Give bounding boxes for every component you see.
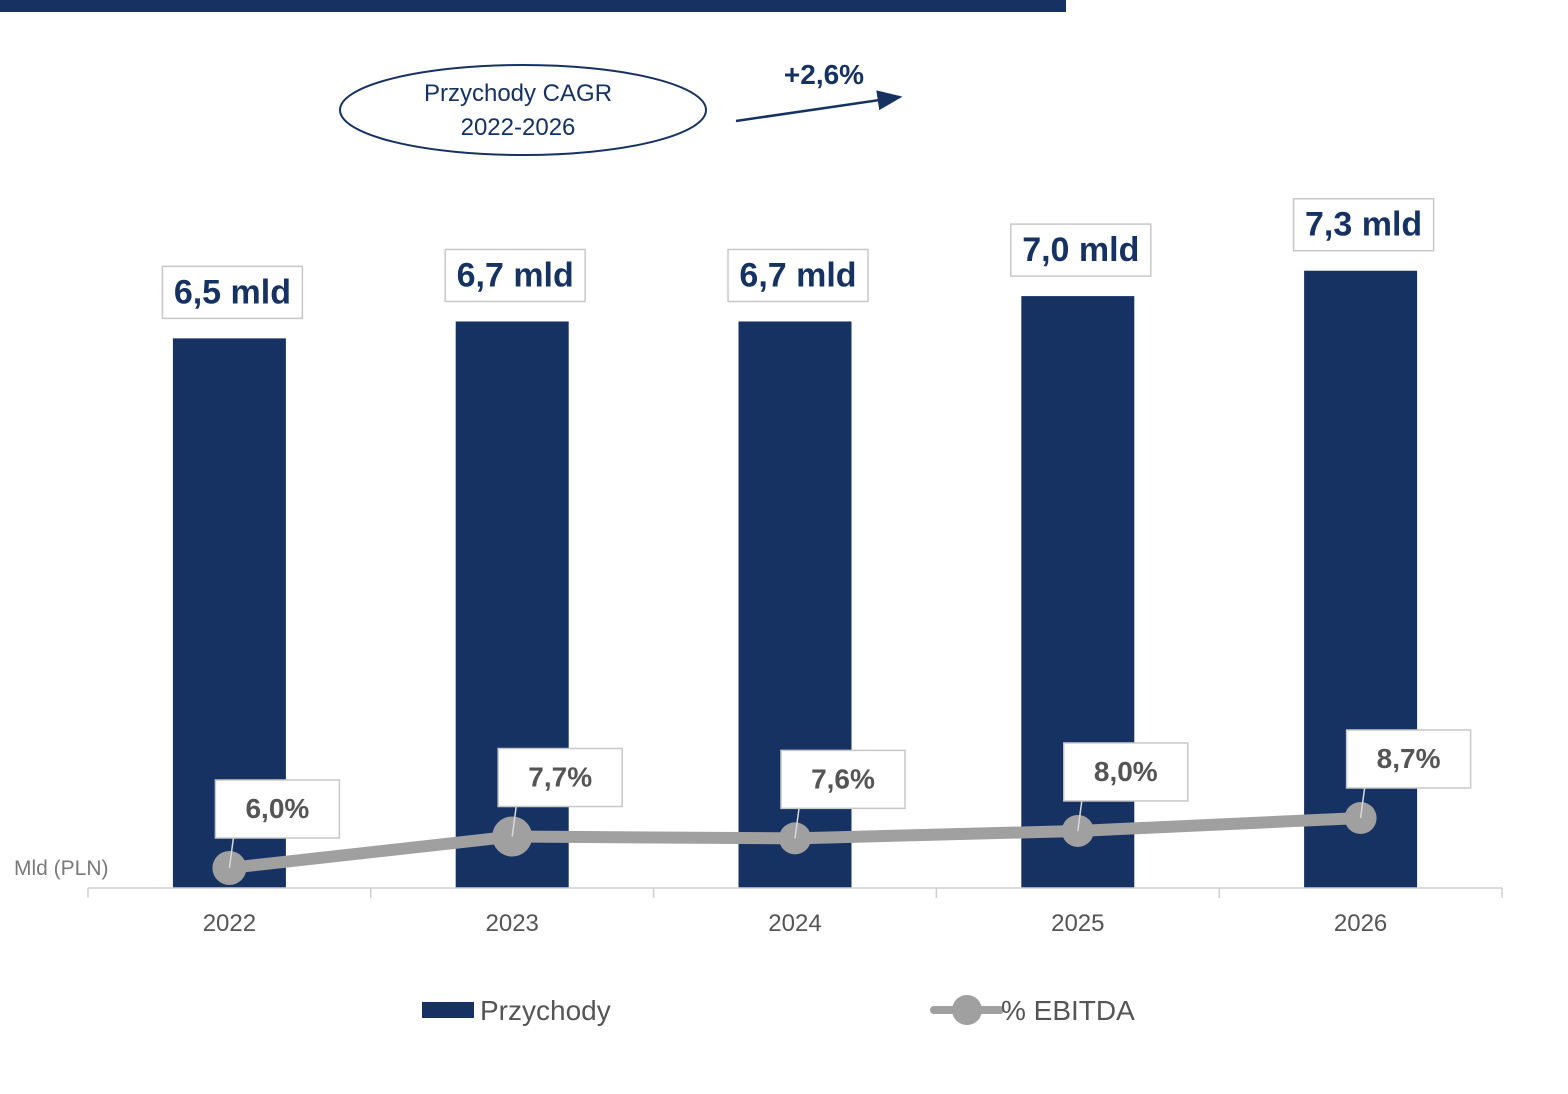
cagr-value: +2,6% (784, 59, 864, 90)
revenue-label-2022: 6,5 mld (174, 273, 291, 311)
header-band (0, 0, 1066, 12)
cagr-callout: Przychody CAGR 2022-2026 +2,6% (339, 59, 903, 156)
ebitda-label-2024: 7,6% (811, 763, 875, 794)
y-unit-label: Mld (PLN) (14, 857, 109, 880)
revenue-label-2025: 7,0 mld (1022, 231, 1139, 269)
legend: Przychody % EBITDA (422, 995, 1135, 1026)
ebitda-label-box-2022 (214, 779, 341, 839)
ebitda-label-box-2024 (780, 749, 906, 810)
revenue-label-box-2022 (161, 265, 304, 320)
axis-layer: 2022 2023 2024 2025 2026 (87, 887, 1503, 937)
ebitda-label-2022: 6,0% (245, 793, 309, 824)
revenue-label-2026: 7,3 mld (1305, 206, 1422, 244)
ebitda-label-box-2026 (1345, 729, 1472, 789)
ebitda-leader-2026 (1359, 787, 1366, 819)
labels-layer: 6,5 mld 6,7 mld 6,7 mld 7,0 mld 7,3 mld 6,0% 7… (161, 197, 1472, 869)
ebitda-label-2025: 8,0% (1094, 756, 1158, 787)
ebitda-leader-2024 (794, 808, 800, 839)
legend-bar-label: Przychody (480, 995, 611, 1026)
legend-line-label: % EBITDA (1001, 995, 1135, 1026)
cagr-arrow (735, 90, 903, 123)
revenue-label-box-2023 (444, 248, 586, 303)
ebitda-leader-2023 (511, 806, 517, 837)
x-tick-label-2025: 2025 (1051, 910, 1104, 937)
ebitda-label-box-2025 (1063, 742, 1189, 802)
ebitda-label-box-2023 (497, 747, 623, 808)
revenue-label-2024: 6,7 mld (739, 256, 856, 294)
revenue-label-2023: 6,7 mld (457, 256, 574, 294)
ebitda-leader-2022 (228, 837, 235, 869)
x-tick-label-2023: 2023 (486, 910, 539, 937)
revenue-label-box-2025 (1010, 223, 1152, 277)
legend-bar-swatch (422, 1002, 474, 1018)
ebitda-label-2023: 7,7% (528, 762, 592, 793)
cagr-ellipse (339, 64, 707, 156)
ebitda-leader-2025 (1077, 800, 1083, 832)
x-tick-label-2024: 2024 (768, 910, 821, 937)
cagr-label-line1: Przychody CAGR (424, 80, 612, 107)
x-tick-label-2026: 2026 (1334, 910, 1387, 937)
legend-line-marker (952, 995, 982, 1025)
x-tick-label-2022: 2022 (203, 910, 256, 937)
revenue-label-box-2024 (727, 248, 869, 303)
revenue-label-box-2026 (1292, 197, 1435, 252)
bar-2026 (1304, 270, 1418, 888)
ebitda-label-2026: 8,7% (1377, 743, 1441, 774)
cagr-label-line2: 2022-2026 (461, 114, 576, 141)
